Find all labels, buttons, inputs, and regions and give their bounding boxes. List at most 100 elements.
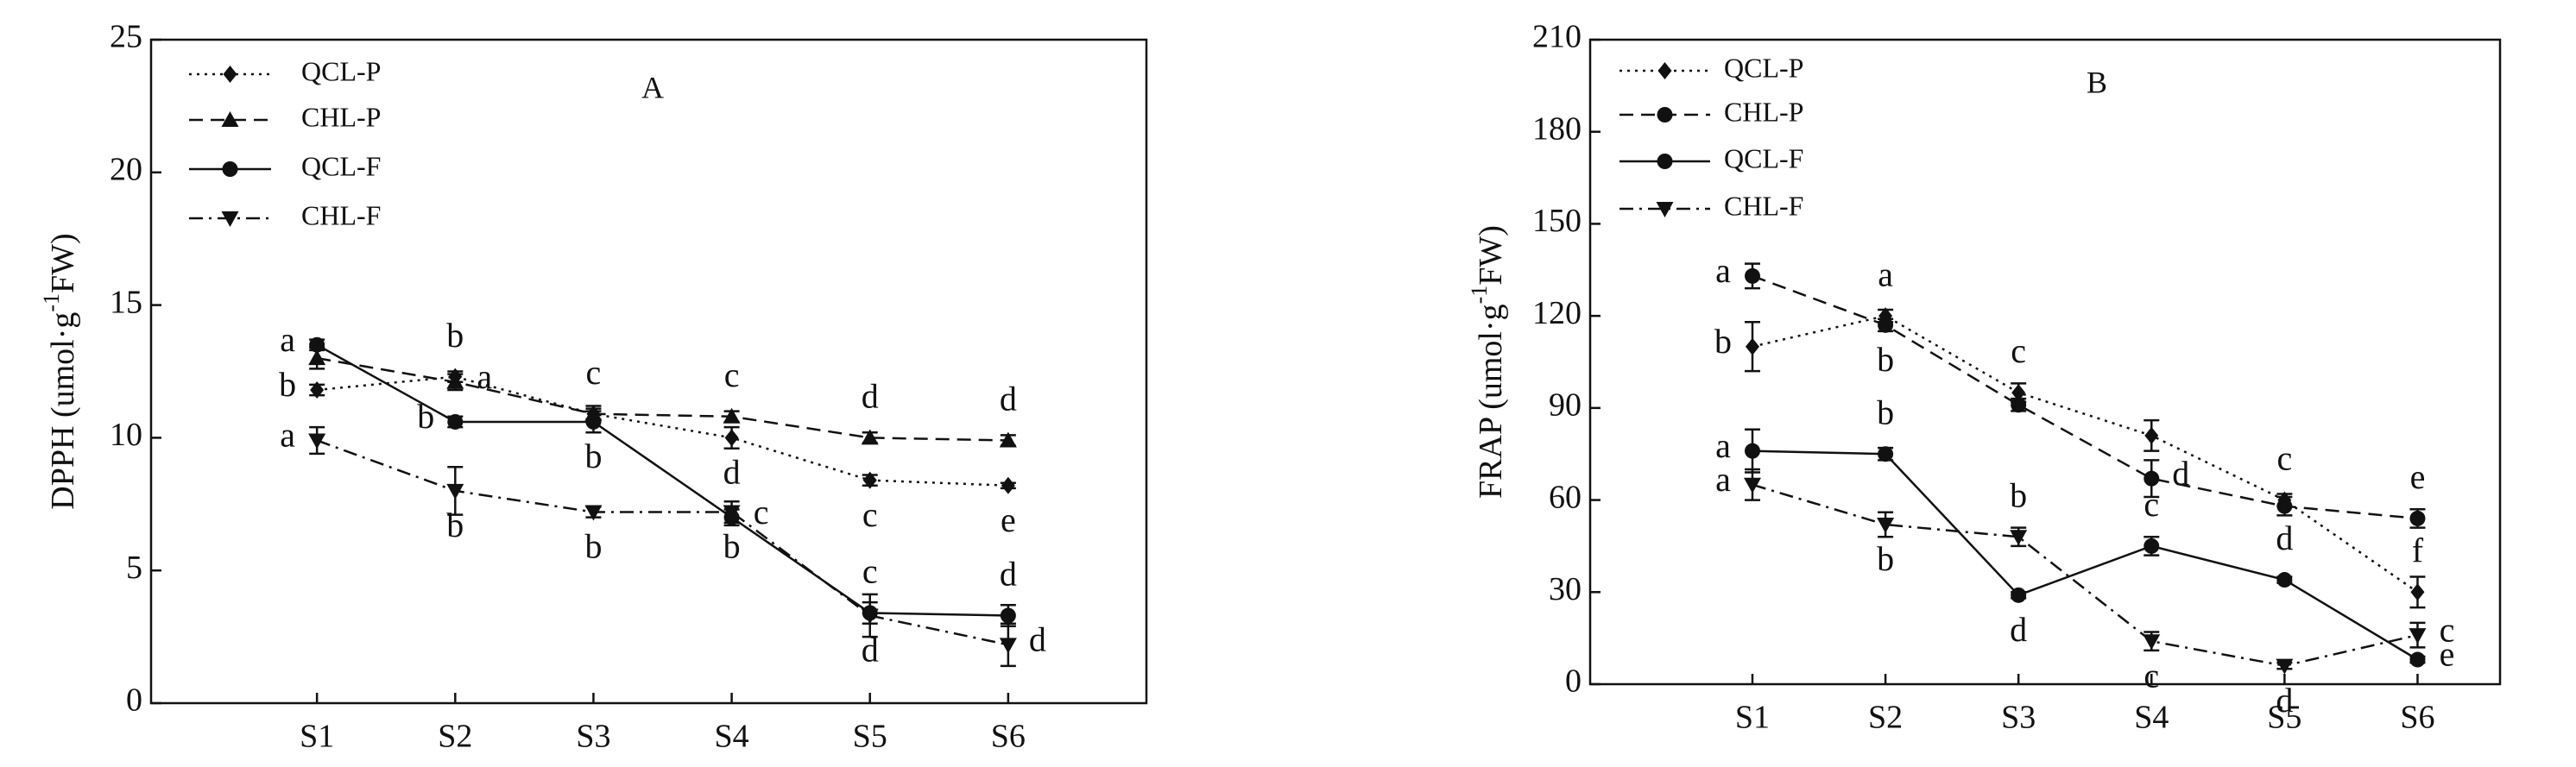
significance-letter: b xyxy=(279,365,296,404)
data-point xyxy=(862,471,877,489)
data-point xyxy=(2276,498,2293,514)
series-line xyxy=(1752,274,2418,520)
y-label-sup: -1 xyxy=(39,293,64,312)
significance-letter: b xyxy=(2010,475,2027,514)
y-tick-label: 0 xyxy=(126,682,142,719)
y-tick-label: 0 xyxy=(1565,663,1582,700)
significance-letter: d xyxy=(862,377,879,416)
x-tick-label: S3 xyxy=(2001,700,2036,736)
x-tick-label: S6 xyxy=(2400,700,2434,736)
data-point xyxy=(2011,587,2027,603)
legend-marker xyxy=(221,211,239,227)
data-point xyxy=(309,336,325,353)
significance-letter: c xyxy=(724,355,740,394)
panel-label: A xyxy=(641,70,664,104)
y-tick-label: 30 xyxy=(1549,571,1582,607)
x-tick-label: S2 xyxy=(1868,700,1903,736)
legend-marker xyxy=(222,161,238,177)
data-point xyxy=(2143,634,2161,651)
plot-frame xyxy=(149,38,1148,705)
significance-letter: b xyxy=(446,506,464,544)
data-point xyxy=(1745,337,1759,355)
data-point xyxy=(1744,267,1760,284)
legend-marker xyxy=(1657,154,1673,169)
significance-letter: b xyxy=(1877,393,1894,431)
y-label-main: FRAP (umol·g xyxy=(1473,304,1509,499)
significance-letter: c xyxy=(862,552,878,591)
significance-letter: d xyxy=(1000,380,1017,418)
significance-letter: b xyxy=(1877,539,1894,578)
data-point xyxy=(1743,477,1761,494)
y-tick-label: 20 xyxy=(110,152,142,188)
x-tick-label: S4 xyxy=(2134,700,2169,736)
data-point xyxy=(2144,538,2160,554)
series-line xyxy=(1752,483,2418,667)
data-point xyxy=(1001,476,1015,494)
legend-label: QCL-P xyxy=(1724,52,1803,83)
data-point xyxy=(446,373,464,389)
significance-letter: b xyxy=(446,316,464,355)
data-point xyxy=(723,505,741,521)
y-tick-label: 5 xyxy=(126,550,142,586)
significance-letter: c xyxy=(2144,656,2159,695)
data-point xyxy=(2144,470,2160,487)
data-point xyxy=(2011,384,2026,402)
significance-letter: c xyxy=(754,493,769,531)
panel-label: B xyxy=(2087,65,2107,99)
significance-letter: b xyxy=(417,397,434,436)
significance-letter: d xyxy=(2010,610,2027,649)
data-point xyxy=(2144,426,2159,444)
data-point xyxy=(584,505,603,521)
data-point xyxy=(2409,628,2427,644)
legend-marker xyxy=(1656,202,1674,217)
significance-letter: b xyxy=(584,527,602,566)
significance-letter: c xyxy=(2276,439,2292,478)
data-point xyxy=(861,429,879,445)
series-line xyxy=(316,343,1008,617)
series-line xyxy=(317,375,1008,487)
significance-letter: a xyxy=(280,416,295,455)
legend-label: CHL-F xyxy=(301,199,381,230)
data-point xyxy=(446,483,464,500)
data-point xyxy=(1877,518,1895,534)
significance-letter: e xyxy=(2440,635,2455,674)
y-tick-label: 180 xyxy=(1532,110,1582,147)
data-point xyxy=(861,608,879,625)
significance-letter: c xyxy=(586,353,602,392)
y-tick-label: 120 xyxy=(1532,295,1582,331)
legend-label: QCL-P xyxy=(301,55,381,86)
series-line xyxy=(316,439,1009,646)
significance-letter: a xyxy=(280,320,295,359)
data-point xyxy=(1878,446,1894,462)
y-axis-label: FRAP (umol·g-1FW) xyxy=(1467,225,1509,499)
data-point xyxy=(308,433,326,450)
significance-letter: d xyxy=(2276,681,2293,720)
data-point xyxy=(2276,658,2294,675)
x-tick-label: S3 xyxy=(576,719,610,755)
significance-letter: c xyxy=(862,495,878,534)
legend-label: CHL-P xyxy=(301,101,381,132)
data-point xyxy=(2276,572,2293,588)
significance-letter: b xyxy=(584,437,602,475)
y-tick-label: 90 xyxy=(1549,387,1582,424)
data-point xyxy=(724,429,739,447)
significance-letter: a xyxy=(1715,460,1731,499)
data-point xyxy=(999,638,1017,654)
x-tick-label: S2 xyxy=(438,719,472,755)
x-tick-label: S5 xyxy=(2267,700,2301,736)
significance-letter: a xyxy=(1715,426,1731,465)
x-tick-label: S1 xyxy=(1735,700,1770,736)
significance-letter: a xyxy=(1715,251,1731,290)
legend-marker xyxy=(1657,62,1672,79)
legend-label: QCL-F xyxy=(1724,142,1803,173)
y-axis-label: DPPH (umol·g-1FW) xyxy=(39,233,81,509)
data-point xyxy=(2409,651,2426,668)
y-label-end: FW) xyxy=(1473,225,1509,286)
y-tick-label: 210 xyxy=(1532,19,1582,55)
x-tick-label: S4 xyxy=(715,719,749,755)
data-point xyxy=(2011,397,2027,413)
significance-letter: e xyxy=(2410,457,2426,496)
y-tick-label: 150 xyxy=(1532,203,1582,239)
y-tick-label: 15 xyxy=(110,284,142,320)
x-tick-label: S6 xyxy=(991,719,1026,755)
